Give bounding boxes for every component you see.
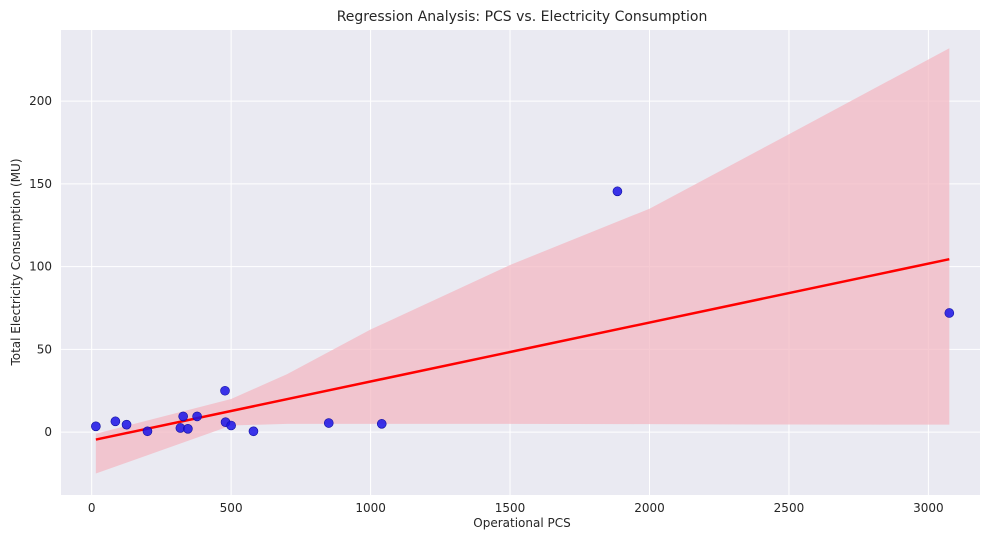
data-point [226, 420, 236, 431]
x-tick-label: 3000 [913, 501, 944, 515]
data-point [183, 424, 193, 434]
chart-title: Regression Analysis: PCS vs. Electricity… [337, 9, 708, 25]
y-axis-ticks: 0 50 100 150 200 [29, 94, 52, 439]
data-point [192, 411, 202, 422]
y-axis-title: Total Electricity Consumption (MU) [9, 158, 23, 366]
data-point [178, 411, 188, 422]
data-point [220, 385, 230, 396]
y-tick-label: 50 [37, 342, 52, 356]
regression-line [95, 257, 950, 441]
data-point [612, 186, 623, 197]
data-point [248, 426, 259, 437]
x-tick-label: 2000 [634, 501, 665, 515]
data-point [944, 308, 955, 318]
y-tick-label: 100 [29, 260, 52, 274]
data-point [91, 421, 101, 432]
data-point [110, 416, 121, 427]
data-point [121, 419, 132, 430]
confidence-band-area [95, 48, 950, 474]
x-tick-label: 0 [88, 501, 96, 515]
x-axis-title: Operational PCS [473, 516, 570, 530]
data-point [376, 419, 387, 429]
x-tick-label: 500 [220, 501, 243, 515]
regression-line-layer [95, 257, 950, 441]
confidence-band [95, 48, 950, 474]
x-tick-label: 2500 [774, 501, 805, 515]
y-tick-label: 0 [44, 425, 52, 439]
y-tick-label: 150 [29, 177, 52, 191]
data-point [142, 426, 153, 437]
x-tick-label: 1000 [355, 501, 386, 515]
x-tick-label: 1500 [495, 501, 526, 515]
y-tick-label: 200 [29, 94, 52, 108]
x-axis-ticks: 0 500 1000 1500 2000 2500 3000 [88, 501, 944, 515]
scatter-points [91, 186, 955, 437]
data-point [323, 418, 334, 428]
